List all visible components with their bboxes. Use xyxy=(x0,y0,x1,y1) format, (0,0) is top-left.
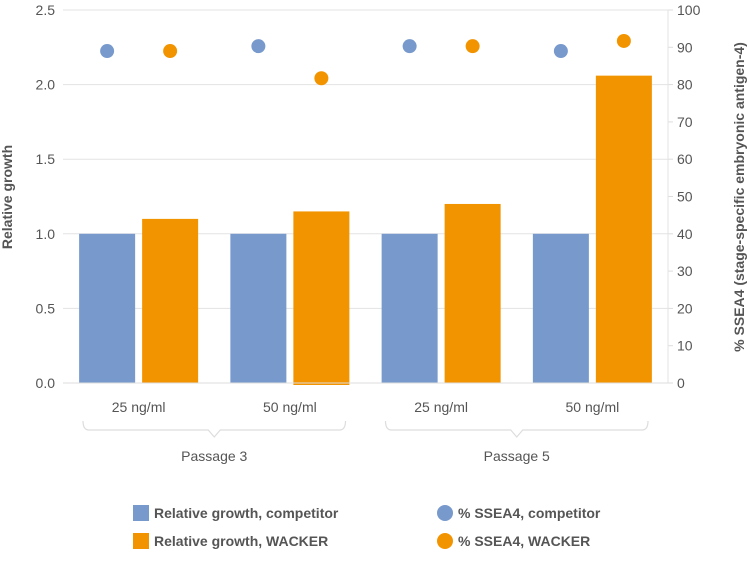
y-tick-label: 1.0 xyxy=(36,226,56,242)
legend: Relative growth, competitor Relative grow… xyxy=(133,505,601,549)
y2-tick-label: 20 xyxy=(677,300,693,316)
point-wacker xyxy=(616,33,631,48)
legend-swatch-dot xyxy=(437,533,453,549)
y2-tick-label: 30 xyxy=(677,263,693,279)
y-tick-label: 0.0 xyxy=(36,375,56,391)
points xyxy=(100,33,631,86)
x-tick-label: 50 ng/ml xyxy=(566,399,620,415)
x-tick-label: 25 ng/ml xyxy=(414,399,468,415)
point-wacker xyxy=(314,71,329,86)
y-tick-label: 2.0 xyxy=(36,77,56,93)
y2-tick-label: 0 xyxy=(677,375,685,391)
bar-wacker xyxy=(293,211,350,385)
legend-label: Relative growth, WACKER xyxy=(154,533,328,549)
point-competitor xyxy=(100,44,115,59)
point-competitor xyxy=(402,39,417,54)
y2-tick-label: 90 xyxy=(677,39,693,55)
y2-tick-label: 40 xyxy=(677,226,693,242)
bar-competitor xyxy=(230,233,287,383)
axes: 0.0 0.5 1.0 1.5 2.0 2.5 0 10 20 30 40 50 60 70 80 90 100… xyxy=(36,2,701,464)
y-tick-label: 2.5 xyxy=(36,2,56,18)
group-brace xyxy=(82,420,347,438)
bars xyxy=(79,75,652,385)
point-competitor xyxy=(553,44,568,59)
y2-tick-label: 10 xyxy=(677,338,693,354)
bar-competitor xyxy=(79,233,136,383)
bar-wacker xyxy=(444,203,501,383)
legend-swatch-bar xyxy=(133,505,149,521)
bar-competitor xyxy=(532,233,589,383)
bar-competitor xyxy=(381,233,438,383)
y-tick-label: 1.5 xyxy=(36,151,56,167)
y-axis-label: Relative growth xyxy=(0,145,15,249)
group-brace xyxy=(384,420,649,438)
y-tick-label: 0.5 xyxy=(36,300,56,316)
y2-axis-label: % SSEA4 (stage-specific embryonic antige… xyxy=(731,42,747,352)
group-label: Passage 5 xyxy=(484,448,550,464)
point-competitor xyxy=(251,39,266,54)
x-tick-label: 25 ng/ml xyxy=(112,399,166,415)
x-tick-label: 50 ng/ml xyxy=(263,399,317,415)
bar-wacker xyxy=(595,75,652,383)
point-wacker xyxy=(465,39,480,54)
legend-swatch-bar xyxy=(133,533,149,549)
y2-tick-label: 50 xyxy=(677,189,693,205)
y2-tick-label: 70 xyxy=(677,114,693,130)
group-label: Passage 3 xyxy=(181,448,247,464)
legend-label: % SSEA4, competitor xyxy=(458,505,601,521)
y2-tick-label: 100 xyxy=(677,2,701,18)
legend-label: % SSEA4, WACKER xyxy=(458,533,590,549)
bar-wacker xyxy=(142,218,199,383)
y2-tick-label: 80 xyxy=(677,77,693,93)
legend-swatch-dot xyxy=(437,505,453,521)
legend-label: Relative growth, competitor xyxy=(154,505,339,521)
y2-tick-label: 60 xyxy=(677,151,693,167)
point-wacker xyxy=(163,44,178,59)
